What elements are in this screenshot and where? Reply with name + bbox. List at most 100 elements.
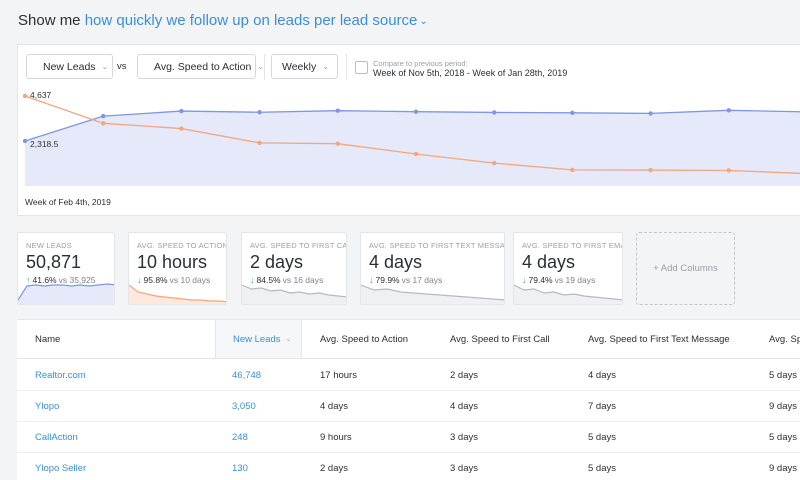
arrow-down-icon: ↓ (137, 275, 142, 285)
new-leads-link[interactable]: 130 (232, 463, 248, 474)
table-cell: 4 days (320, 401, 348, 412)
stat-title: AVG. SPEED TO ACTION (137, 241, 227, 250)
column-header-label: New Leads (233, 333, 281, 345)
add-columns-button[interactable]: + Add Columns (636, 232, 735, 305)
stat-compare: vs 35,925 (58, 275, 96, 285)
table-row[interactable]: Ylopo 3,050 4 days 4 days 7 days 9 days (17, 391, 800, 422)
speed-to-action-point[interactable] (257, 140, 262, 146)
table-row[interactable]: Ylopo Seller 130 2 days 3 days 5 days 9 days (17, 453, 800, 480)
table-cell: 2 days (450, 370, 478, 381)
table-cell: 5 days (769, 370, 797, 381)
header-prefix: Show me (18, 12, 81, 29)
stat-value: 10 hours (137, 252, 208, 272)
new-leads-link[interactable]: 3,050 (232, 401, 256, 412)
sparkline-area (242, 285, 346, 304)
sort-desc-icon: ⌄ (285, 336, 292, 343)
stat-sparkline (514, 284, 622, 304)
speed-to-action-point[interactable] (648, 167, 653, 173)
speed-to-action-point[interactable] (335, 141, 340, 146)
stat-card[interactable]: NEW LEADS 50,871 ↑ 41.6% vs 35,925 (17, 232, 115, 305)
speed-to-action-point[interactable] (726, 168, 731, 173)
sparkline-line (242, 284, 346, 298)
column-header-name[interactable]: Name (35, 333, 61, 345)
stat-card[interactable]: AVG. SPEED TO FIRST CALL 2 days ↓ 84.5% vs 1… (241, 232, 347, 305)
vs-label: vs (117, 61, 127, 72)
compare-range: Week of Nov 5th, 2018 - Week of Jan 28th… (373, 68, 568, 78)
table-row[interactable]: CallAction 248 9 hours 3 days 5 days 5 days (17, 422, 800, 453)
stat-title: NEW LEADS (26, 241, 72, 250)
speed-to-action-point[interactable] (492, 160, 497, 166)
new-leads-point[interactable] (335, 108, 340, 113)
speed-to-action-point[interactable] (413, 151, 419, 157)
speed-to-action-point[interactable] (22, 93, 28, 99)
stat-sparkline (18, 283, 114, 304)
table-cell: 4 days (450, 401, 478, 412)
new-leads-link[interactable]: 248 (232, 432, 248, 443)
new-leads-point[interactable] (101, 113, 106, 119)
stat-card[interactable]: AVG. SPEED TO FIRST TEXT MESSAGE 4 days ↓ 7… (360, 232, 505, 305)
column-header-speed-to-action[interactable]: Avg. Speed to Action (320, 333, 409, 345)
new-leads-point[interactable] (648, 111, 653, 116)
stat-delta: ↓ 84.5% vs 16 days (250, 275, 323, 285)
new-leads-point[interactable] (22, 138, 28, 144)
speed-to-action-point[interactable] (179, 126, 184, 131)
chevron-down-icon: ⌄ (257, 62, 264, 71)
lead-source-table: Name New Leads ⌄ Avg. Speed to Action Avg… (17, 319, 800, 480)
table-cell: 5 days (769, 432, 797, 443)
stat-delta: ↓ 95.8% vs 10 days (137, 275, 210, 285)
primary-metric-label: New Leads (43, 60, 96, 73)
stat-pct: 95.8% (143, 275, 168, 285)
column-header-speed-to-first-call[interactable]: Avg. Speed to First Call (450, 333, 550, 345)
compare-period: Compare to previous period: Week of Nov … (373, 59, 567, 79)
new-leads-point[interactable] (570, 110, 575, 116)
new-leads-point[interactable] (726, 108, 731, 113)
speed-to-action-point[interactable] (101, 121, 106, 126)
table-cell: 9 days (769, 463, 797, 474)
compare-label: Compare to previous period: (373, 59, 468, 68)
column-header-new-leads[interactable]: New Leads ⌄ (215, 320, 302, 358)
compare-checkbox[interactable] (355, 61, 368, 74)
table-header: Name New Leads ⌄ Avg. Speed to Action Avg… (17, 320, 800, 359)
secondary-metric-dropdown[interactable]: Avg. Speed to Action ⌄ (137, 54, 264, 79)
chevron-down-icon[interactable]: ⌄ (419, 16, 428, 27)
lead-source-link[interactable]: Ylopo Seller (35, 463, 87, 474)
new-leads-point[interactable] (492, 110, 497, 115)
new-leads-point[interactable] (413, 109, 419, 114)
stat-pct: 41.6% (32, 275, 57, 285)
stat-value: 2 days (250, 252, 304, 272)
new-leads-link[interactable]: 46,748 (232, 370, 262, 381)
stat-pct: 84.5% (256, 275, 281, 285)
lead-source-link[interactable]: CallAction (35, 432, 78, 443)
divider (346, 54, 347, 80)
arrow-down-icon: ↓ (522, 275, 527, 285)
column-header-speed-to-first-text[interactable]: Avg. Speed to First Text Message (588, 333, 730, 345)
stat-value: 4 days (369, 252, 423, 272)
lead-source-link[interactable]: Ylopo (35, 401, 60, 412)
speed-to-action-point[interactable] (570, 167, 575, 173)
y-label-mid: 2,318.5 (30, 139, 59, 149)
column-header-speed-to-first-email[interactable]: Avg. Sp (769, 333, 800, 345)
metric-selector-link[interactable]: how quickly we follow up on leads per le… (84, 12, 418, 29)
new-leads-point[interactable] (179, 108, 184, 114)
trend-chart (22, 93, 800, 186)
stat-compare: vs 19 days (554, 275, 596, 285)
stat-card[interactable]: AVG. SPEED TO ACTION 10 hours ↓ 95.8% vs 10 … (128, 232, 227, 305)
table-cell: 17 hours (320, 370, 357, 381)
primary-metric-dropdown[interactable]: New Leads ⌄ (26, 54, 113, 79)
stat-card[interactable]: AVG. SPEED TO FIRST EMAIL 4 days ↓ 79.4% vs … (513, 232, 623, 305)
stat-pct: 79.9% (375, 275, 400, 285)
lead-source-link[interactable]: Realtor.com (35, 370, 86, 381)
stat-title: AVG. SPEED TO FIRST CALL (250, 241, 347, 250)
chevron-down-icon: ⌄ (101, 62, 109, 71)
sparkline-line (361, 284, 504, 301)
table-row[interactable]: Realtor.com 46,748 17 hours 2 days 4 days 5 d… (17, 360, 800, 391)
sparkline-area (514, 285, 622, 304)
interval-dropdown[interactable]: Weekly ⌄ (271, 54, 338, 79)
arrow-up-icon: ↑ (26, 275, 31, 285)
table-cell: 4 days (588, 370, 616, 381)
sparkline-area (18, 284, 114, 304)
table-cell: 3 days (450, 463, 478, 474)
new-leads-point[interactable] (257, 110, 262, 115)
sparkline-line (514, 284, 622, 301)
divider (264, 54, 265, 80)
